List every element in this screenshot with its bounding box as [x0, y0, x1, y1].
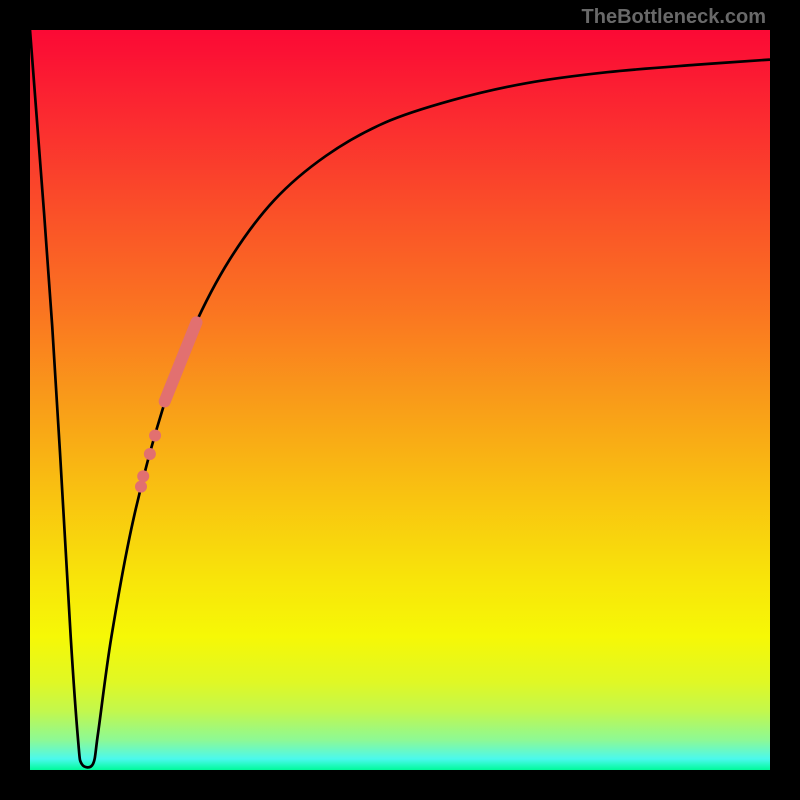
highlight-dot	[135, 481, 147, 493]
bottleneck-curve	[30, 30, 770, 767]
watermark-text: TheBottleneck.com	[582, 6, 766, 29]
highlight-dot	[149, 430, 161, 442]
highlight-dot	[137, 470, 149, 482]
highlight-dot	[144, 448, 156, 460]
curve-overlay	[30, 30, 770, 770]
highlight-band	[165, 322, 197, 401]
plot-area	[30, 30, 770, 770]
chart-frame: TheBottleneck.com	[0, 0, 800, 800]
